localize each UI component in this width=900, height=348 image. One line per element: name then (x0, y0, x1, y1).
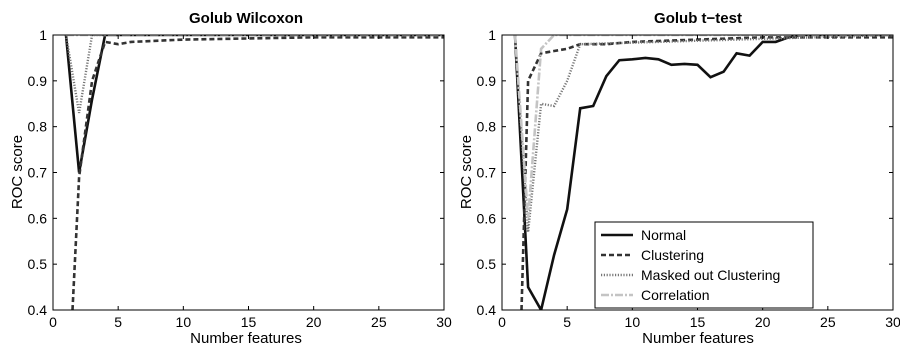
legend-label-masked: Masked out Clustering (641, 267, 780, 283)
x-tick-label: 15 (690, 314, 706, 330)
series-line-masked (64, 35, 444, 114)
x-tick-label: 10 (625, 314, 641, 330)
series-group (64, 35, 444, 310)
x-tick-label: 20 (306, 314, 322, 330)
series-line-normal (513, 35, 893, 310)
y-tick-label: 0.6 (28, 210, 48, 226)
x-tick-label: 5 (563, 314, 571, 330)
chart-title: Golub Wilcoxon (189, 10, 303, 27)
chart-panel-ttest: Golub t−test Number features ROC score 0… (458, 10, 900, 347)
y-tick-label: 1 (39, 27, 47, 43)
y-tick-label: 0.4 (28, 302, 48, 318)
y-tick-label: 0.4 (477, 302, 497, 318)
legend-label-normal: Normal (641, 227, 686, 243)
y-tick-label: 0.6 (477, 210, 497, 226)
x-tick-label: 15 (241, 314, 257, 330)
y-axis-label: ROC score (9, 135, 26, 209)
y-tick-label: 0.9 (477, 73, 497, 89)
series-line-clustering (71, 35, 444, 310)
x-axis-label: Number features (642, 330, 754, 347)
x-tick-label: 5 (114, 314, 122, 330)
plot-frame (52, 34, 445, 311)
y-tick-label: 0.9 (28, 73, 48, 89)
y-tick-label: 0.5 (28, 256, 48, 272)
series-line-masked (513, 35, 893, 233)
legend-label-correlation: Correlation (641, 287, 709, 303)
y-axis-label: ROC score (458, 135, 475, 209)
x-tick-label: 0 (49, 314, 57, 330)
series-line-correlation (513, 35, 893, 219)
series-line-normal (64, 35, 444, 173)
y-tick-label: 0.7 (477, 165, 497, 181)
x-tick-label: 25 (371, 314, 387, 330)
y-tick-label: 0.7 (28, 165, 48, 181)
y-tick-label: 0.8 (28, 119, 48, 135)
legend-label-clustering: Clustering (641, 247, 704, 263)
x-axis-label: Number features (190, 330, 302, 347)
x-tick-label: 10 (176, 314, 192, 330)
x-tick-label: 25 (820, 314, 836, 330)
y-tick-label: 0.5 (477, 256, 497, 272)
x-tick-label: 30 (885, 314, 900, 330)
legend-box (594, 221, 814, 309)
x-tick-label: 30 (436, 314, 452, 330)
y-tick-label: 1 (488, 27, 496, 43)
series-group (513, 35, 893, 310)
x-tick-label: 20 (755, 314, 771, 330)
y-tick-label: 0.8 (477, 119, 497, 135)
chart-panel-wilcoxon: Golub Wilcoxon Number features ROC score… (9, 10, 452, 347)
chart-title: Golub t−test (654, 10, 742, 27)
x-tick-label: 0 (498, 314, 506, 330)
legend: Normal Clustering Masked out Clustering Cor… (594, 221, 814, 309)
